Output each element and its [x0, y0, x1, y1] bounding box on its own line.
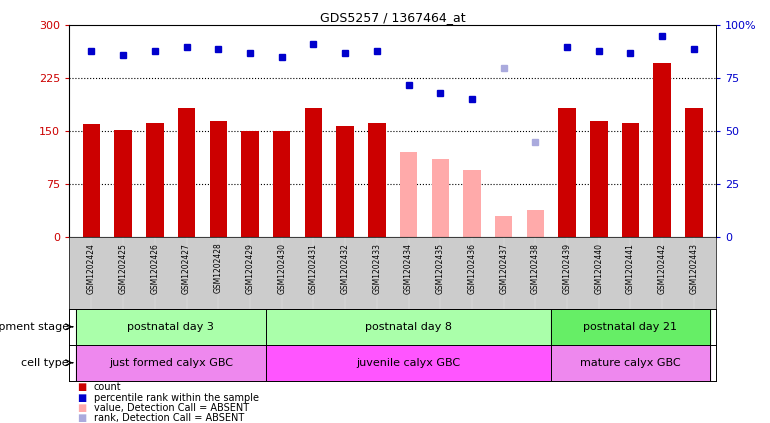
Text: development stage: development stage — [0, 322, 69, 332]
Text: GSM1202439: GSM1202439 — [563, 243, 571, 294]
Text: GSM1202438: GSM1202438 — [531, 243, 540, 294]
Text: GSM1202437: GSM1202437 — [499, 243, 508, 294]
Bar — [464, 170, 480, 237]
Text: GSM1202424: GSM1202424 — [87, 243, 96, 294]
Text: GSM1202430: GSM1202430 — [277, 243, 286, 294]
Bar — [273, 131, 290, 237]
Text: ■: ■ — [77, 413, 86, 423]
Text: GSM1202443: GSM1202443 — [689, 243, 698, 294]
Title: GDS5257 / 1367464_at: GDS5257 / 1367464_at — [320, 11, 466, 24]
Text: GSM1202431: GSM1202431 — [309, 243, 318, 294]
Text: GSM1202442: GSM1202442 — [658, 243, 667, 294]
Text: GSM1202441: GSM1202441 — [626, 243, 635, 294]
Bar — [431, 159, 449, 237]
Bar — [590, 121, 608, 237]
Text: GSM1202428: GSM1202428 — [214, 243, 223, 294]
Text: mature calyx GBC: mature calyx GBC — [580, 358, 681, 368]
Text: GSM1202425: GSM1202425 — [119, 243, 128, 294]
Text: GSM1202432: GSM1202432 — [340, 243, 350, 294]
Bar — [654, 63, 671, 237]
Bar — [558, 108, 576, 237]
Text: GSM1202429: GSM1202429 — [246, 243, 255, 294]
Text: postnatal day 21: postnatal day 21 — [584, 322, 678, 332]
Bar — [305, 108, 322, 237]
Text: count: count — [94, 382, 122, 392]
Text: postnatal day 3: postnatal day 3 — [127, 322, 214, 332]
Text: rank, Detection Call = ABSENT: rank, Detection Call = ABSENT — [94, 413, 244, 423]
Text: juvenile calyx GBC: juvenile calyx GBC — [357, 358, 460, 368]
Bar — [622, 123, 639, 237]
Bar — [83, 124, 100, 237]
Text: GSM1202426: GSM1202426 — [150, 243, 159, 294]
Bar — [495, 216, 512, 237]
Text: ■: ■ — [77, 382, 86, 392]
Bar — [527, 210, 544, 237]
Text: GSM1202440: GSM1202440 — [594, 243, 603, 294]
Text: postnatal day 8: postnatal day 8 — [365, 322, 452, 332]
Text: value, Detection Call = ABSENT: value, Detection Call = ABSENT — [94, 403, 249, 413]
Text: GSM1202435: GSM1202435 — [436, 243, 445, 294]
Bar — [241, 131, 259, 237]
Text: ■: ■ — [77, 393, 86, 403]
Text: just formed calyx GBC: just formed calyx GBC — [109, 358, 233, 368]
Text: GSM1202434: GSM1202434 — [404, 243, 413, 294]
Text: GSM1202433: GSM1202433 — [373, 243, 381, 294]
Bar — [400, 152, 417, 237]
Bar — [685, 108, 703, 237]
Bar — [209, 121, 227, 237]
Bar — [336, 126, 354, 237]
Bar — [146, 123, 163, 237]
Text: percentile rank within the sample: percentile rank within the sample — [94, 393, 259, 403]
Bar — [178, 108, 196, 237]
Bar — [115, 130, 132, 237]
Bar — [368, 123, 386, 237]
Text: GSM1202427: GSM1202427 — [182, 243, 191, 294]
Text: GSM1202436: GSM1202436 — [467, 243, 477, 294]
Text: ■: ■ — [77, 403, 86, 413]
Text: cell type: cell type — [21, 358, 69, 368]
